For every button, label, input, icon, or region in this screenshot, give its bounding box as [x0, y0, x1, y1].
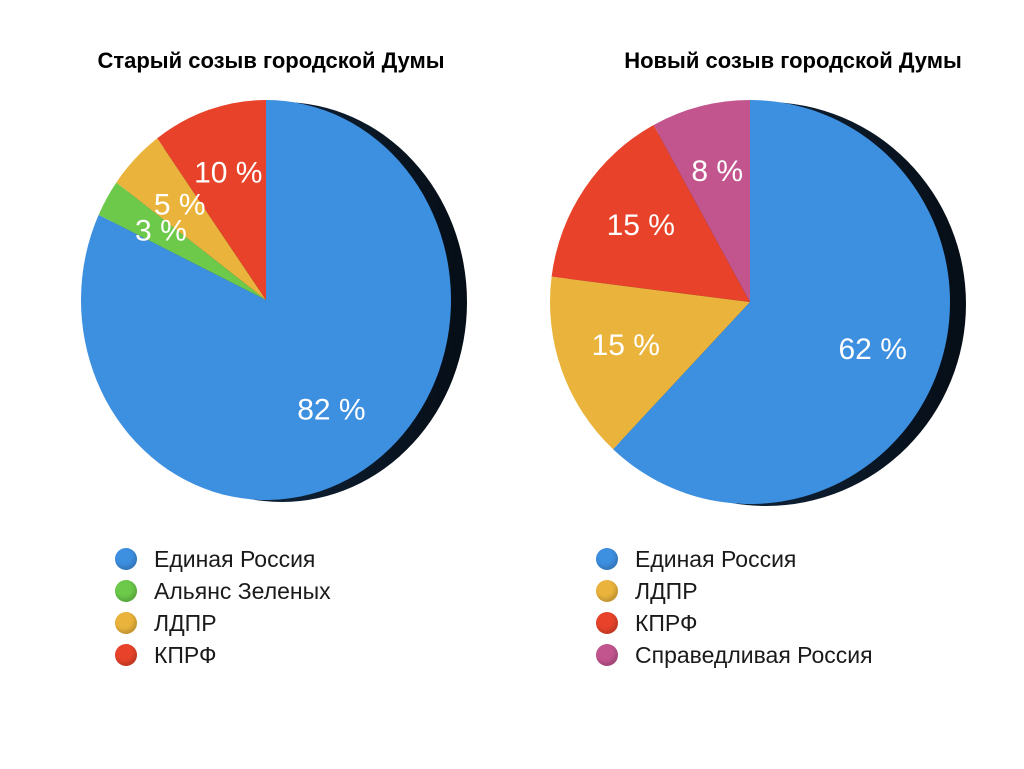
legend-label: Справедливая Россия	[635, 641, 873, 668]
legend-label: ЛДПР	[635, 577, 698, 604]
legend-label: Единая Россия	[635, 545, 797, 572]
pie-slice	[653, 100, 750, 302]
slice-value-label: 15 %	[607, 209, 675, 242]
slice-value-label: 82 %	[297, 393, 365, 426]
legend-swatch	[115, 580, 137, 602]
slice-value-label: 3 %	[135, 215, 187, 248]
pie-chart: 62 % 15 % 15 % 8 %	[550, 99, 966, 506]
legend-item: КПРФ	[115, 639, 331, 671]
legend-swatch	[115, 644, 137, 666]
legend-swatch	[596, 612, 618, 634]
slice-value-label: 5 %	[154, 189, 206, 222]
legend-label: Единая Россия	[154, 545, 316, 572]
pie-slice	[551, 124, 750, 303]
pie-chart: 82 % 3 %5 %10 %	[81, 99, 467, 502]
legend-item: ЛДПР	[115, 607, 331, 639]
slice-value-label: 8 %	[691, 155, 743, 188]
chart-new-convocation: Новый созыв городской Думы 62 % 15 % 15 % 8…	[512, 0, 1024, 769]
legend-label: Альянс Зеленых	[154, 577, 331, 604]
legend-label: КПРФ	[635, 609, 698, 636]
chart-title: Старый созыв городской Думы	[97, 48, 445, 73]
pie-slice	[98, 182, 266, 300]
legend-swatch	[115, 548, 137, 570]
slice-value-label: 10 %	[194, 156, 262, 189]
pie-slice	[157, 100, 266, 300]
legend-item: Единая Россия	[596, 543, 873, 575]
legend: Единая Россия Альянс Зеленых ЛДПР КПРФ	[115, 543, 331, 671]
legend-swatch	[596, 644, 618, 666]
chart-title: Новый созыв городской Думы	[624, 48, 962, 73]
slice-value-label: 15 %	[592, 329, 660, 362]
legend-swatch	[115, 612, 137, 634]
slice-value-label: 62 %	[839, 333, 907, 366]
legend-swatch	[596, 580, 618, 602]
legend-item: Альянс Зеленых	[115, 575, 331, 607]
legend-label: КПРФ	[154, 641, 217, 668]
legend-swatch	[596, 548, 618, 570]
legend-item: ЛДПР	[596, 575, 873, 607]
pie-slice	[550, 276, 750, 450]
legend: Единая Россия ЛДПР КПРФ Справедливая Рос…	[596, 543, 873, 671]
legend-item: КПРФ	[596, 607, 873, 639]
legend-label: ЛДПР	[154, 609, 217, 636]
pie-slice	[116, 138, 266, 300]
legend-item: Справедливая Россия	[596, 639, 873, 671]
legend-item: Единая Россия	[115, 543, 331, 575]
pie-slice	[613, 99, 951, 504]
pie-slice	[81, 99, 452, 500]
chart-old-convocation: Старый созыв городской Думы 82 % 3 % 5 % 10…	[81, 48, 467, 671]
